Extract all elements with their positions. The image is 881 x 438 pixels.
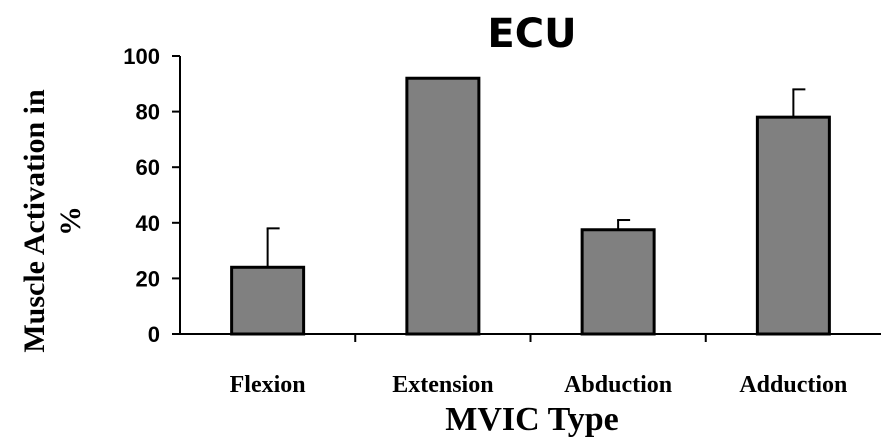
bar bbox=[405, 76, 481, 336]
x-tick-label: Extension bbox=[392, 372, 493, 398]
y-ticks: 0 20 40 60 80 100 bbox=[123, 44, 180, 347]
x-tick-label: Flexion bbox=[230, 372, 306, 398]
bar bbox=[230, 265, 306, 336]
x-tick-label: Abduction bbox=[564, 372, 672, 398]
y-tick-label: 100 bbox=[123, 44, 160, 69]
x-axis-label: MVIC Type bbox=[445, 401, 618, 438]
y-tick-label: 80 bbox=[136, 100, 160, 125]
x-ticks: Flexion Extension Abduction Adduction bbox=[230, 334, 847, 398]
y-tick-label: 40 bbox=[136, 211, 160, 236]
x-tick-label: Adduction bbox=[739, 372, 847, 398]
chart-title: ECU bbox=[487, 11, 576, 57]
y-tick-label: 20 bbox=[136, 266, 160, 291]
y-tick-label: 0 bbox=[148, 322, 160, 347]
y-tick-label: 60 bbox=[136, 155, 160, 180]
error-bars bbox=[266, 88, 806, 268]
y-axis-label: Muscle Activation in % bbox=[18, 89, 87, 353]
bars bbox=[230, 76, 831, 336]
y-axis-label-line1: Muscle Activation in bbox=[18, 89, 51, 353]
bar bbox=[755, 115, 831, 336]
y-axis-label-line2: % bbox=[54, 206, 87, 236]
bar bbox=[580, 228, 656, 336]
